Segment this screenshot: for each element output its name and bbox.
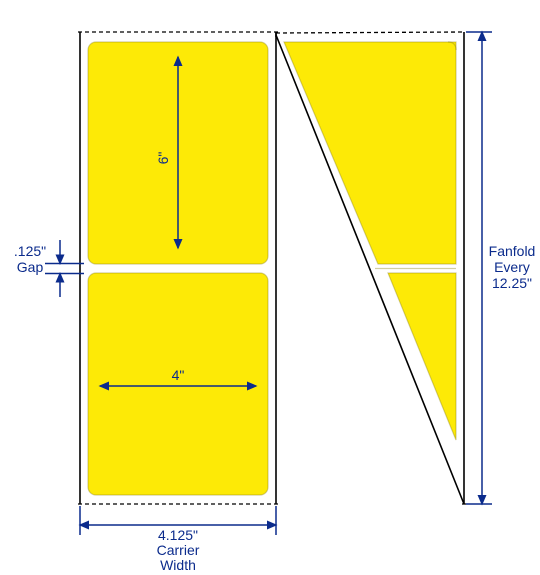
- dim-label-height: 6": [155, 152, 171, 165]
- back-label-bottom: [388, 273, 456, 440]
- dim-label-gap-2: Gap: [17, 259, 44, 275]
- dim-label-gap: .125": [14, 243, 46, 259]
- dim-label-fanfold: Fanfold: [489, 243, 536, 259]
- dim-label-fanfold-3: 12.25": [492, 275, 532, 291]
- dim-label-carrier-3: Width: [160, 557, 196, 573]
- front-label-bottom: [88, 273, 268, 495]
- dim-label-carrier: 4.125": [158, 527, 198, 543]
- dim-label-fanfold-2: Every: [494, 259, 530, 275]
- dim-label-width: 4": [172, 367, 185, 383]
- label-spec-diagram: 6" 4" .125"Gap 4.125"CarrierWidth FanfoldEve…: [0, 0, 540, 575]
- dim-label-carrier-2: Carrier: [157, 542, 200, 558]
- back-top-tear: [276, 32, 464, 33]
- back-label-top: [284, 42, 456, 264]
